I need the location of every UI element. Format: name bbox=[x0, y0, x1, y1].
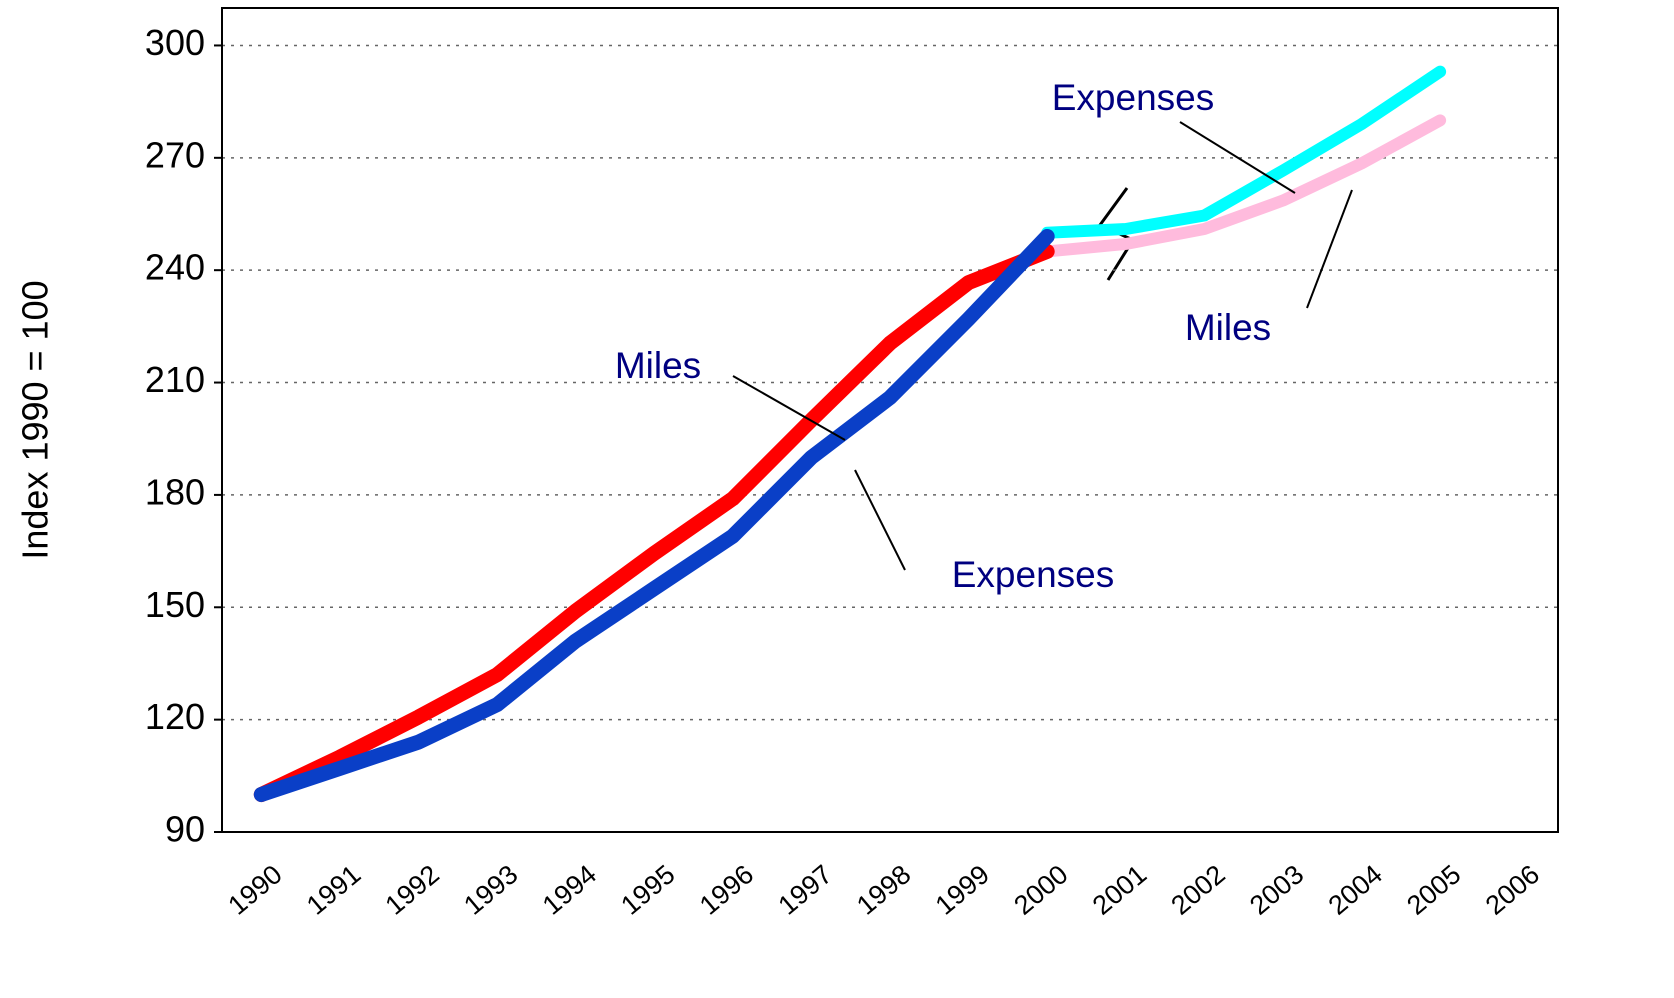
y-axis-label: Index 1990 = 100 bbox=[15, 280, 56, 559]
x-tick-label: 1995 bbox=[615, 859, 680, 921]
x-tick-label: 1990 bbox=[222, 859, 287, 921]
annotation: Expenses bbox=[952, 554, 1115, 595]
x-tick-label: 1996 bbox=[694, 859, 759, 921]
x-tick-label: 1998 bbox=[851, 859, 916, 921]
annotation-leader bbox=[1179, 121, 1296, 194]
y-tick-label: 300 bbox=[145, 22, 205, 63]
x-tick-label: 2005 bbox=[1401, 859, 1466, 921]
y-tick-label: 240 bbox=[145, 247, 205, 288]
series-line bbox=[253, 243, 1055, 803]
series-line bbox=[253, 228, 1055, 803]
y-tick-label: 270 bbox=[145, 134, 205, 175]
annotation-leader bbox=[854, 469, 906, 571]
y-tick-label: 120 bbox=[145, 696, 205, 737]
x-tick-label: 1994 bbox=[537, 859, 602, 921]
x-tick-label: 1992 bbox=[380, 859, 445, 921]
x-tick-label: 2000 bbox=[1008, 859, 1073, 921]
y-tick-label: 90 bbox=[165, 809, 205, 850]
x-tick-label: 1999 bbox=[930, 859, 995, 921]
annotation-leader bbox=[732, 375, 846, 441]
x-tick-label: 1991 bbox=[301, 859, 366, 921]
y-tick-label: 210 bbox=[145, 359, 205, 400]
x-tick-label: 2003 bbox=[1244, 859, 1309, 921]
series-line bbox=[1041, 114, 1447, 258]
annotation-leader bbox=[1306, 189, 1353, 309]
annotation: Miles bbox=[1185, 307, 1271, 348]
series-line bbox=[1041, 65, 1447, 239]
annotation: Miles bbox=[615, 345, 701, 386]
x-tick-label: 2001 bbox=[1087, 859, 1152, 921]
x-tick-label: 2002 bbox=[1165, 859, 1230, 921]
y-tick-label: 180 bbox=[145, 471, 205, 512]
x-tick-label: 1997 bbox=[773, 859, 838, 921]
x-tick-label: 2006 bbox=[1480, 859, 1545, 921]
y-tick-label: 150 bbox=[145, 584, 205, 625]
annotation: Expenses bbox=[1052, 77, 1215, 118]
x-tick-label: 2004 bbox=[1323, 859, 1388, 921]
plot-frame bbox=[221, 7, 1559, 833]
x-tick-label: 1993 bbox=[458, 859, 523, 921]
